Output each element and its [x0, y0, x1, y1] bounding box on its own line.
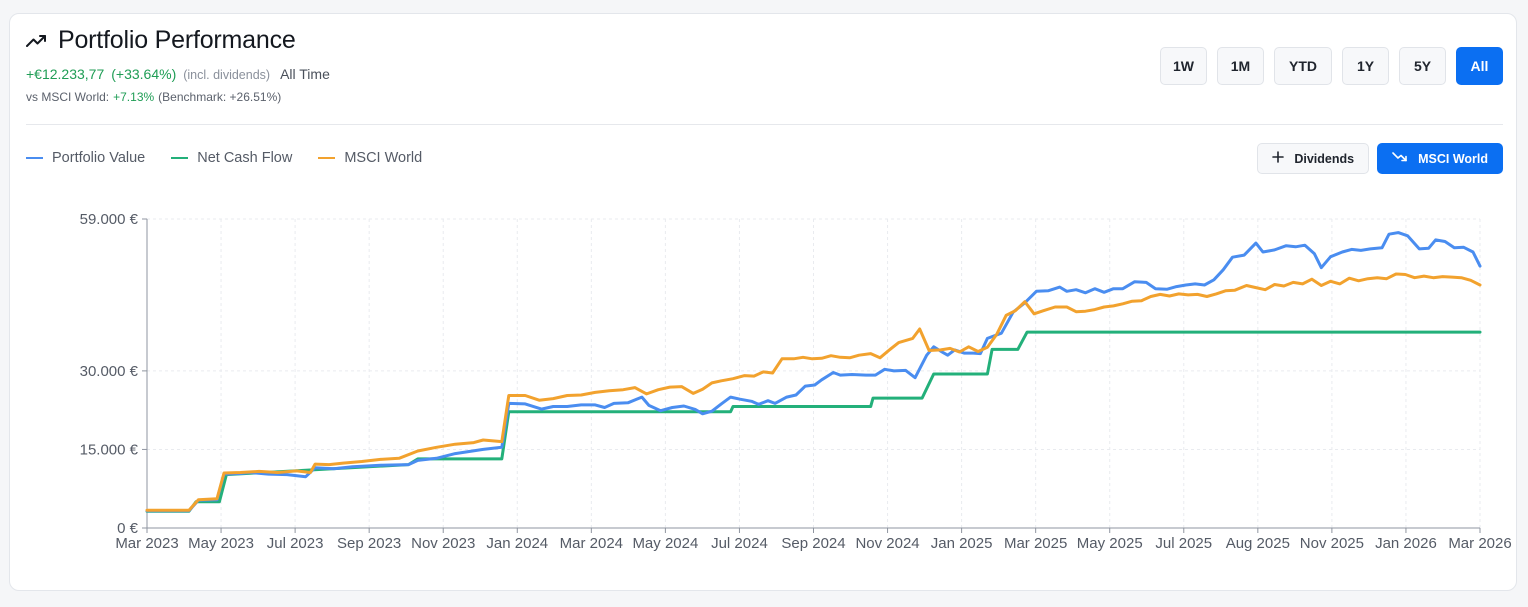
series-line-msci-world — [145, 272, 1482, 512]
dividends-note: (incl. dividends) — [183, 68, 271, 82]
x-tick-label: Mar 2024 — [560, 535, 623, 552]
msci-world-toggle-button[interactable]: MSCI World — [1377, 143, 1503, 174]
x-tick-label: Mar 2026 — [1448, 535, 1511, 552]
x-tick-label: Mar 2025 — [1004, 535, 1067, 552]
x-tick-label: Aug 2025 — [1226, 535, 1290, 552]
range-button-1w[interactable]: 1W — [1160, 47, 1207, 85]
x-tick-label: Jul 2025 — [1155, 535, 1212, 552]
title-row: Portfolio Performance — [26, 26, 296, 55]
legend-label-msci: MSCI World — [344, 150, 423, 166]
performance-summary: +€12.233,77 (+33.64%) (incl. dividends) … — [26, 66, 330, 82]
dividends-toggle-button[interactable]: Dividends — [1257, 143, 1370, 174]
x-tick-label: Jan 2025 — [931, 535, 993, 552]
x-tick-label: Jul 2023 — [267, 535, 324, 552]
x-tick-label: May 2023 — [188, 535, 254, 552]
performance-card — [9, 13, 1517, 591]
msci-world-toggle-label: MSCI World — [1418, 151, 1488, 166]
dividends-toggle-label: Dividends — [1294, 151, 1355, 166]
y-tick-label: 59.000 € — [80, 211, 139, 228]
y-tick-label: 0 € — [117, 520, 139, 537]
benchmark-note: (Benchmark: +26.51%) — [158, 90, 282, 104]
range-button-1y[interactable]: 1Y — [1342, 47, 1389, 85]
plus-icon — [1272, 151, 1285, 166]
legend-label-cashflow: Net Cash Flow — [197, 150, 293, 166]
legend-swatch-portfolio — [26, 157, 43, 159]
range-button-ytd[interactable]: YTD — [1274, 47, 1332, 85]
trending-up-icon — [26, 33, 48, 49]
x-tick-label: Jan 2024 — [486, 535, 548, 552]
x-tick-label: Jul 2024 — [711, 535, 768, 552]
header-divider — [26, 124, 1503, 125]
benchmark-diff: +7.13% — [113, 90, 155, 104]
range-button-1m[interactable]: 1M — [1217, 47, 1264, 85]
x-tick-label: May 2025 — [1077, 535, 1143, 552]
legend-item-portfolio-value[interactable]: Portfolio Value — [26, 150, 145, 166]
x-tick-label: Jan 2026 — [1375, 535, 1437, 552]
x-tick-label: May 2024 — [632, 535, 698, 552]
series-line-net-cash-flow — [145, 330, 1482, 513]
range-button-5y[interactable]: 5Y — [1399, 47, 1446, 85]
benchmark-prefix: vs MSCI World: — [26, 90, 110, 104]
x-tick-label: Nov 2025 — [1300, 535, 1364, 552]
trending-down-icon — [1392, 151, 1408, 166]
chart-legend: Portfolio Value Net Cash Flow MSCI World — [26, 150, 422, 166]
chart-toggles: Dividends MSCI World — [1257, 143, 1503, 174]
period-label: All Time — [280, 66, 330, 82]
x-tick-label: Sep 2023 — [337, 535, 401, 552]
x-tick-label: Nov 2024 — [855, 535, 919, 552]
benchmark-summary: vs MSCI World: +7.13% (Benchmark: +26.51… — [26, 90, 281, 104]
x-tick-label: Sep 2024 — [781, 535, 845, 552]
legend-item-net-cash-flow[interactable]: Net Cash Flow — [171, 150, 292, 166]
gain-percent: (+33.64%) — [111, 66, 177, 82]
legend-swatch-msci — [318, 157, 336, 159]
time-range-selector: 1W 1M YTD 1Y 5Y All — [1160, 47, 1503, 85]
x-tick-label: Mar 2023 — [115, 535, 178, 552]
y-tick-label: 30.000 € — [80, 363, 139, 380]
legend-swatch-cashflow — [171, 157, 189, 159]
page-title: Portfolio Performance — [58, 26, 296, 54]
legend-item-msci-world[interactable]: MSCI World — [318, 150, 422, 166]
gain-absolute: +€12.233,77 — [26, 66, 105, 82]
range-button-all[interactable]: All — [1456, 47, 1503, 85]
x-tick-label: Nov 2023 — [411, 535, 475, 552]
legend-label-portfolio: Portfolio Value — [52, 150, 146, 166]
y-tick-label: 15.000 € — [80, 441, 139, 458]
